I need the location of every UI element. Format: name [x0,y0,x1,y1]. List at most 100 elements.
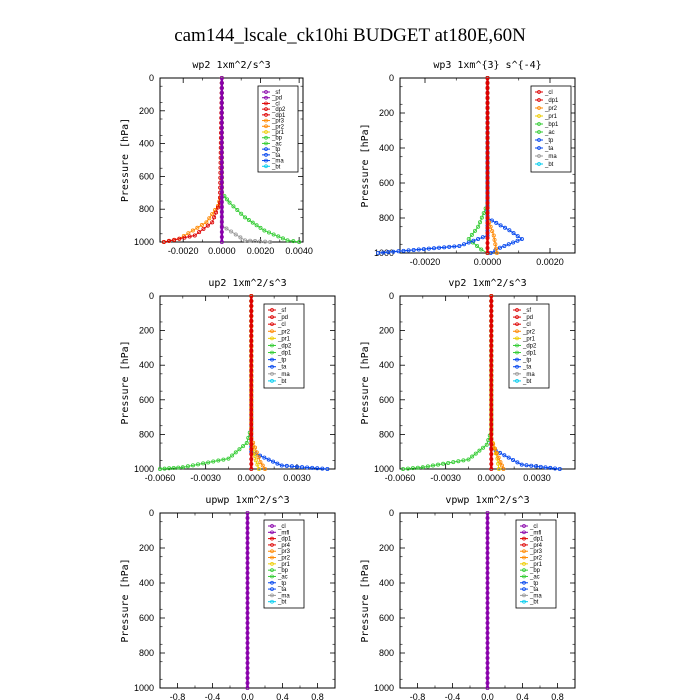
y-axis-label: Pressure [hPa] [120,340,131,424]
y-tick-label: 800 [139,204,154,214]
y-tick-label: 800 [379,648,394,658]
legend-marker [270,350,274,355]
legend-marker [270,580,274,585]
legend-entry: _bp1 [544,122,559,128]
series-5 [219,76,224,244]
legend-marker [270,574,274,579]
legend-box [257,85,299,173]
legend-entry: _sf [277,308,286,314]
legend-marker [537,130,541,134]
x-tick-label: 0.0 [241,692,254,700]
legend-marker [522,524,526,528]
y-tick-label: 200 [379,108,394,118]
legend-marker [270,587,274,591]
legend-entry: _pr4 [529,543,543,549]
series-1 [401,293,494,471]
legend-marker [537,122,541,126]
legend-marker [270,555,274,560]
legend-marker [270,543,274,547]
y-tick-label: 600 [139,613,154,623]
legend-entry: _pr1 [271,130,285,136]
legend-entry: _pr3 [271,119,285,125]
legend-marker [270,536,274,541]
legend: _cl_mfl_dp1_pr4_pr3_pr2_pr1_bp_ac_tp_ta_… [263,519,305,609]
legend-entry: _tp [277,358,287,364]
series-1 [485,510,490,691]
series-2 [161,76,224,244]
legend-marker [270,524,274,528]
legend-marker [264,164,268,169]
series-5 [489,293,494,471]
x-tick-label: -0.8 [170,692,186,700]
y-tick-label: 0 [389,73,394,83]
y-tick-label: 1000 [134,464,154,474]
y-tick-label: 1000 [374,683,394,693]
legend-entry: _dp1 [277,351,292,357]
y-tick-label: 800 [139,429,154,439]
x-tick-label: 0.0020 [536,257,564,267]
panel-3: up2 1xm^2/s^3 Pressure [hPa] 0 200 400 600 800… [120,278,336,483]
legend-marker [270,371,274,376]
legend-entry: _ac [529,574,540,580]
plot-frame [399,295,576,470]
x-tick-label: 0.0000 [478,473,506,483]
legend-entry: _dp2 [277,343,292,349]
series-line [378,78,488,254]
legend-entry: _pr2 [522,329,536,335]
legend-marker [522,574,526,579]
legend-marker [270,568,274,573]
legend-entry: _bp [271,136,283,142]
y-tick-label: 0 [149,508,154,518]
legend-entry: _ma [522,372,535,378]
y-tick-label: 0 [149,291,154,301]
x-tick-label: -0.4 [205,692,221,700]
legend-entry: _ta [271,153,281,159]
legend: _sf_pd_cl_pr2_pr1_dp2 _dp1_tp_ta_ma_bt [263,303,305,389]
legend-entry: _ma [271,159,284,165]
legend-entry: _cl [529,524,538,530]
legend-entry: _pr3 [277,549,291,555]
legend-entry: _ma [277,372,290,378]
legend-entry: _pd [522,315,533,321]
legend-marker [264,95,268,100]
legend-marker [537,162,541,166]
legend-marker [522,593,526,598]
y-tick-label: 600 [139,171,154,181]
legend-marker [515,379,519,383]
legend-entry: _dp1 [277,537,292,543]
legend-marker [264,118,268,123]
legend-entry: _bt [277,600,287,606]
panel-title: upwp 1xm^2/s^3 [205,495,289,506]
legend-entry: _bt [271,164,281,170]
y-tick-label: 400 [379,360,394,370]
legend-entry: _bt [522,379,532,385]
legend-marker [515,322,519,327]
legend-marker [522,530,526,535]
legend-entry: _bt [277,379,287,385]
legend-marker [522,543,526,547]
legend-marker [537,98,541,102]
series-line [250,296,266,470]
legend-marker [515,371,519,376]
x-tick-label: -0.0030 [190,473,221,483]
y-tick-label: 600 [379,395,394,405]
legend-marker [515,343,519,348]
legend-entry: _ma [529,593,542,599]
legend-marker [515,357,519,362]
legend-entry: _pr1 [277,562,291,568]
legend-marker [270,599,274,604]
legend-entry: _bt [529,600,539,606]
panel-title: wp3 1xm^{3} s^{-4} [433,60,541,71]
y-tick-label: 400 [139,139,154,149]
y-tick-label: 400 [139,360,154,370]
y-tick-label: 0 [149,73,154,83]
legend-marker [515,329,519,334]
legend-entry: _bt [544,162,554,168]
legend-entry: _ac [277,574,288,580]
series-line [487,78,523,254]
legend-entry: _ma [544,154,557,160]
y-tick-label: 1000 [134,237,154,247]
x-tick-label: -0.0060 [145,473,176,483]
legend-entry: _sf [522,308,531,314]
